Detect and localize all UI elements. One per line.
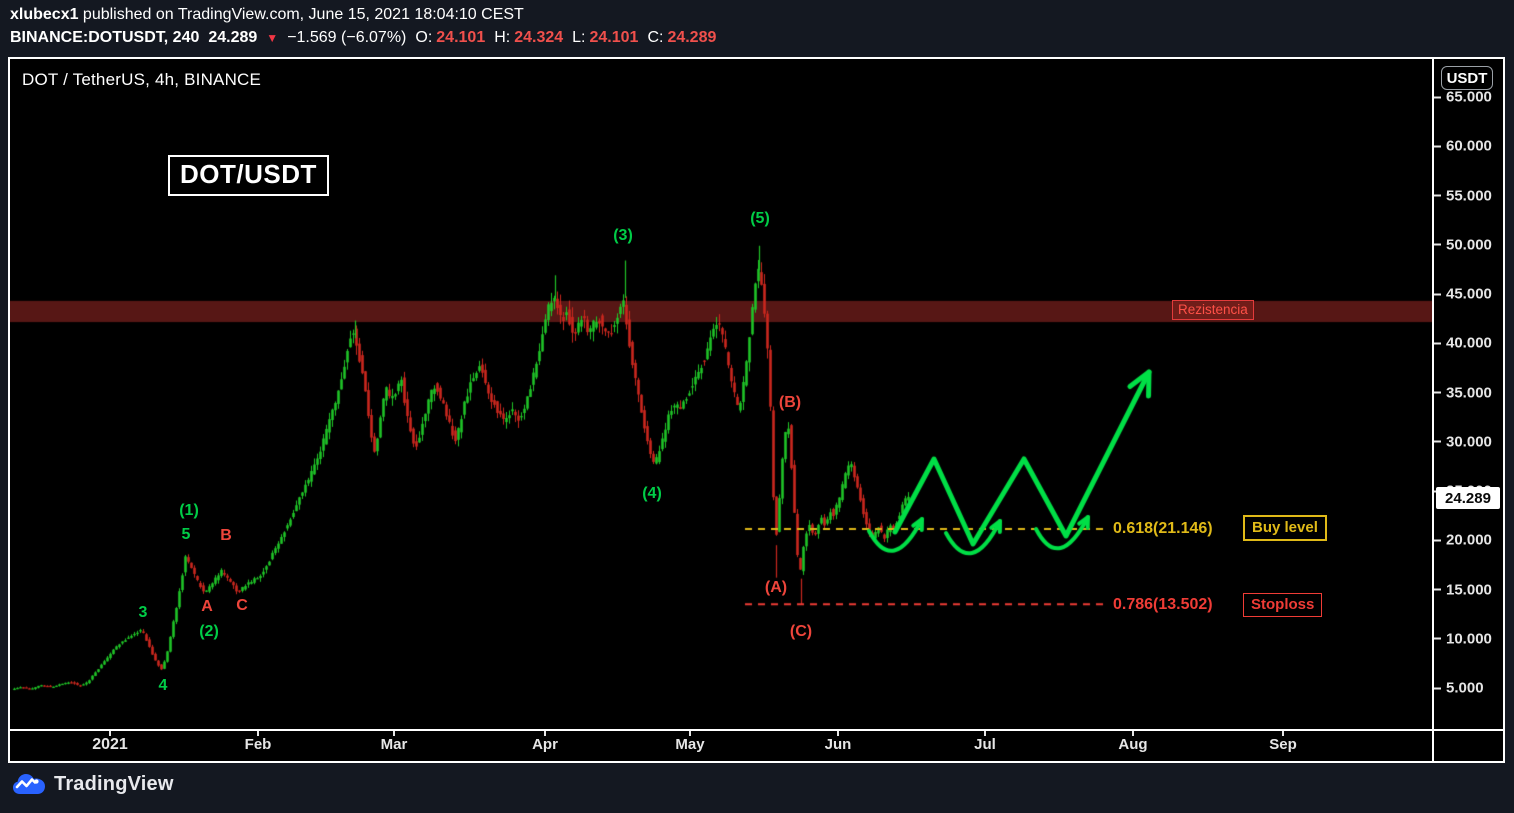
price-tick: 30.000 <box>1434 433 1492 450</box>
price-tick: 40.000 <box>1434 335 1492 352</box>
time-tick-mark <box>544 731 546 736</box>
wave-label-3[interactable]: 3 <box>138 604 148 621</box>
time-tick-mark <box>257 731 259 736</box>
price-tick: 35.000 <box>1434 384 1492 401</box>
ohlc-high: H: 24.324 <box>494 29 564 46</box>
chart-watermark-label: DOT/USDT <box>168 155 329 196</box>
wave-label-C[interactable]: C <box>236 597 248 614</box>
price-chart-canvas[interactable] <box>10 59 1432 729</box>
wave-label-4[interactable]: 4 <box>158 677 168 694</box>
price-tick: 15.000 <box>1434 581 1492 598</box>
time-tick-mark <box>689 731 691 736</box>
tradingview-logo-icon <box>13 774 45 794</box>
top-bar: xlubecx1 published on TradingView.com, J… <box>10 0 1510 55</box>
attribution-text: published on TradingView.com, June 15, 2… <box>78 6 524 23</box>
time-tick-label: May <box>675 736 705 753</box>
axis-separator-horizontal <box>10 729 1503 731</box>
price-axis[interactable]: USDT 65.000 60.000 55.000 50.000 45.000 40.00… <box>1434 59 1503 729</box>
price-tick: 60.000 <box>1434 138 1492 155</box>
attribution-line: xlubecx1 published on TradingView.com, J… <box>10 6 524 24</box>
symbol-status-line: BINANCE:DOTUSDT, 240 24.289 ▼ −1.569 (−6… <box>10 29 716 47</box>
buy-level-tag[interactable]: Buy level <box>1243 515 1327 541</box>
price-tick: 50.000 <box>1434 236 1492 253</box>
price-tick: 45.000 <box>1434 286 1492 303</box>
wave-label-5[interactable]: 5 <box>181 526 191 543</box>
wave-label-5[interactable]: (5) <box>750 210 770 227</box>
wave-label-B[interactable]: B <box>220 527 232 544</box>
ohlc-open: O: 24.101 <box>415 29 486 46</box>
wave-label-4[interactable]: (4) <box>642 485 662 502</box>
resistance-zone-label[interactable]: Rezistencia <box>1172 300 1254 320</box>
time-tick-mark <box>393 731 395 736</box>
time-tick-label: Mar <box>380 736 408 753</box>
time-tick-label: 2021 <box>92 736 128 753</box>
fib-786-label: 0.786(13.502) <box>1113 596 1213 613</box>
price-tick: 65.000 <box>1434 89 1492 106</box>
tradingview-logo-text: TradingView <box>54 772 174 795</box>
time-tick-label: Apr <box>532 736 558 753</box>
time-axis[interactable]: 2021 Feb Mar Apr May Jun Jul Aug Sep <box>10 731 1432 761</box>
wave-label-A[interactable]: (A) <box>764 579 788 596</box>
price-tick: 5.000 <box>1434 680 1484 697</box>
wave-label-B[interactable]: (B) <box>778 394 802 411</box>
last-price-value: 24.289 <box>208 29 258 46</box>
price-tick: 55.000 <box>1434 187 1492 204</box>
fib-618-label: 0.618(21.146) <box>1113 520 1213 537</box>
time-tick-label: Sep <box>1269 736 1297 753</box>
wave-label-2[interactable]: (2) <box>199 623 219 640</box>
time-tick-mark <box>109 731 111 736</box>
time-tick-label: Jun <box>824 736 852 753</box>
time-tick-mark <box>1132 731 1134 736</box>
wave-label-3[interactable]: (3) <box>613 227 633 244</box>
symbol-name: BINANCE:DOTUSDT, 240 <box>10 29 200 46</box>
chart-legend: DOT / TetherUS, 4h, BINANCE <box>22 70 262 89</box>
wave-label-1[interactable]: (1) <box>179 502 199 519</box>
time-tick-label: Feb <box>244 736 272 753</box>
time-tick-label: Jul <box>974 736 996 753</box>
price-tick: 10.000 <box>1434 630 1492 647</box>
down-triangle-icon: ▼ <box>266 31 279 45</box>
time-tick-label: Aug <box>1118 736 1148 753</box>
price-tick: 20.000 <box>1434 532 1492 549</box>
time-tick-mark <box>837 731 839 736</box>
last-price-badge: 24.289 <box>1436 487 1500 509</box>
wave-label-A[interactable]: A <box>201 598 213 615</box>
tradingview-branding[interactable]: TradingView <box>12 772 174 796</box>
ohlc-low: L: 24.101 <box>572 29 639 46</box>
axis-separator-vertical <box>1432 59 1434 761</box>
chart-frame-border <box>8 57 1505 763</box>
stoploss-tag[interactable]: Stoploss <box>1243 593 1323 617</box>
wave-label-C[interactable]: (C) <box>789 623 813 640</box>
axis-currency-badge: USDT <box>1441 66 1493 90</box>
price-change-value: −1.569 (−6.07%) <box>287 29 407 46</box>
author-username: xlubecx1 <box>10 6 79 23</box>
time-tick-mark <box>984 731 986 736</box>
time-tick-mark <box>1282 731 1284 736</box>
ohlc-close: C: 24.289 <box>647 29 717 46</box>
